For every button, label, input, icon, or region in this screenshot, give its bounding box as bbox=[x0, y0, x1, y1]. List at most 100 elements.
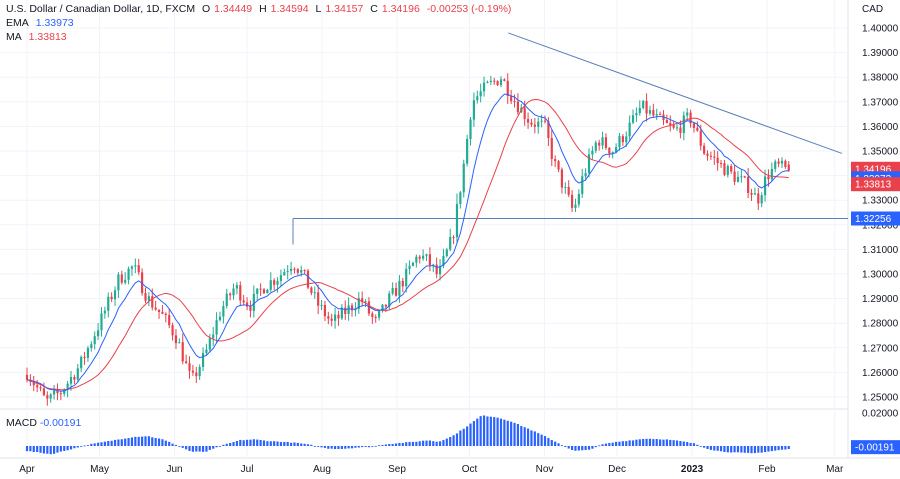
macd-bar bbox=[621, 441, 624, 446]
macd-bar bbox=[113, 439, 117, 446]
candle-body bbox=[168, 315, 171, 326]
candle-body bbox=[100, 313, 103, 331]
candle-body bbox=[638, 108, 641, 114]
candle-body bbox=[780, 160, 784, 164]
candle-body bbox=[675, 127, 679, 129]
candle-body bbox=[103, 310, 106, 314]
macd-bar bbox=[716, 446, 719, 451]
macd-bar bbox=[398, 442, 401, 446]
candle-body bbox=[767, 176, 770, 180]
macd-bar bbox=[86, 445, 90, 446]
macd-bar bbox=[296, 442, 299, 446]
ohlc-legend: U.S. Dollar / Canadian Dollar, 1D, FXCM … bbox=[6, 2, 515, 16]
macd-bar bbox=[679, 441, 682, 446]
macd-bar bbox=[222, 444, 225, 446]
macd-bar bbox=[283, 441, 286, 446]
macd-bar bbox=[381, 445, 384, 446]
macd-bar bbox=[90, 443, 93, 446]
macd-bar bbox=[286, 441, 289, 446]
y-tick-label: 1.25000 bbox=[862, 393, 899, 404]
candle-body bbox=[361, 298, 364, 302]
candle-body bbox=[141, 272, 144, 294]
macd-bar bbox=[330, 446, 333, 449]
macd-bar bbox=[760, 446, 763, 453]
macd-bar bbox=[154, 438, 157, 446]
candle-body bbox=[750, 192, 753, 195]
macd-bar bbox=[100, 442, 103, 446]
macd-bar bbox=[513, 422, 516, 446]
candle-body bbox=[604, 137, 608, 148]
macd-bar bbox=[770, 446, 773, 452]
candle-body bbox=[774, 161, 777, 169]
macd-bar bbox=[52, 446, 56, 454]
macd-bar bbox=[344, 446, 347, 449]
candle-body bbox=[185, 361, 188, 364]
candle-body bbox=[161, 311, 164, 314]
candle-body bbox=[374, 316, 377, 318]
candle-body bbox=[570, 194, 574, 208]
macd-bar bbox=[547, 437, 550, 446]
candle-body bbox=[286, 271, 289, 273]
candle-body bbox=[591, 150, 594, 155]
macd-bar bbox=[408, 441, 411, 446]
candle-body bbox=[97, 330, 100, 337]
ema-label: EMA bbox=[6, 17, 29, 29]
macd-bar bbox=[757, 446, 760, 453]
candle-body bbox=[154, 307, 157, 310]
macd-bar bbox=[191, 446, 194, 452]
candle-body bbox=[266, 289, 269, 294]
candle-body bbox=[283, 272, 286, 276]
macd-bar bbox=[323, 446, 327, 448]
macd-bar bbox=[432, 441, 435, 446]
macd-bar bbox=[631, 440, 635, 446]
candle-body bbox=[719, 163, 723, 165]
macd-bar bbox=[706, 446, 709, 449]
macd-bar bbox=[371, 446, 374, 447]
macd-bar bbox=[394, 443, 398, 446]
candle-body bbox=[120, 274, 123, 283]
candle-body bbox=[703, 145, 706, 154]
macd-bar bbox=[39, 446, 42, 453]
high-label: H bbox=[259, 3, 267, 15]
candle-body bbox=[411, 262, 415, 266]
candle-body bbox=[313, 292, 316, 294]
candle-body bbox=[157, 309, 161, 312]
macd-bar bbox=[124, 438, 127, 446]
candle-body bbox=[218, 316, 222, 321]
macd-bar bbox=[625, 441, 628, 446]
candle-body bbox=[635, 113, 638, 116]
macd-bar bbox=[628, 440, 631, 446]
macd-bar bbox=[726, 446, 729, 453]
candle-body bbox=[394, 288, 398, 296]
candle-body bbox=[740, 176, 743, 178]
macd-bar bbox=[506, 420, 509, 446]
macd-bar bbox=[185, 446, 188, 450]
candle-body bbox=[784, 160, 787, 167]
ma-line bbox=[26, 98, 789, 391]
macd-bar bbox=[364, 446, 367, 447]
macd-bar bbox=[442, 440, 445, 446]
macd-bar bbox=[93, 443, 96, 446]
macd-bar bbox=[252, 439, 255, 446]
macd-bar bbox=[669, 439, 672, 446]
currency-label: CAD bbox=[862, 4, 883, 15]
candle-body bbox=[716, 157, 719, 164]
x-tick-label: Feb bbox=[758, 464, 776, 475]
macd-bar bbox=[743, 446, 746, 453]
macd-bar bbox=[361, 446, 364, 448]
change-value: -0.00253 (-0.19%) bbox=[426, 3, 512, 15]
macd-bar bbox=[503, 419, 506, 446]
candle-body bbox=[269, 280, 272, 290]
macd-bar bbox=[560, 445, 564, 446]
candle-body bbox=[449, 237, 452, 250]
x-tick-label: Jun bbox=[166, 464, 182, 475]
macd-bar bbox=[411, 441, 415, 446]
macd-bar bbox=[476, 418, 479, 446]
macd-bar bbox=[462, 428, 465, 446]
x-tick-label: Oct bbox=[462, 464, 478, 475]
macd-bar bbox=[777, 446, 780, 451]
candle-body bbox=[696, 127, 699, 131]
macd-bar bbox=[69, 446, 73, 450]
candle-body bbox=[289, 268, 293, 272]
